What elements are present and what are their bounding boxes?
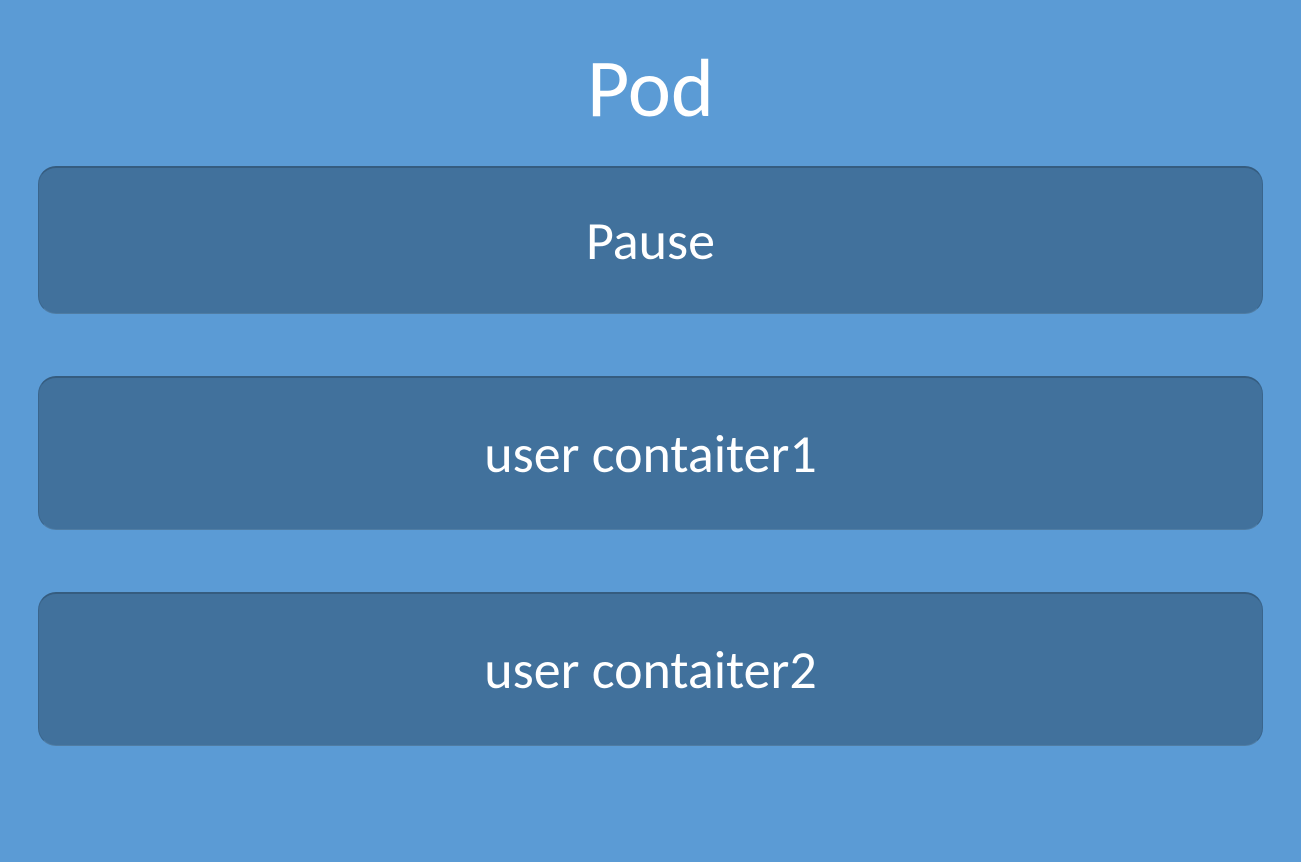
pod-title: Pod [587, 48, 714, 130]
container-user1: user contaiter1 [38, 376, 1263, 530]
container-label: Pause [586, 208, 715, 274]
container-pause: Pause [38, 166, 1263, 314]
container-user2: user contaiter2 [38, 592, 1263, 746]
container-label: user contaiter2 [484, 637, 816, 703]
container-label: user contaiter1 [484, 421, 816, 487]
pod-diagram: Pod Pause user contaiter1 user contaiter… [0, 0, 1301, 862]
